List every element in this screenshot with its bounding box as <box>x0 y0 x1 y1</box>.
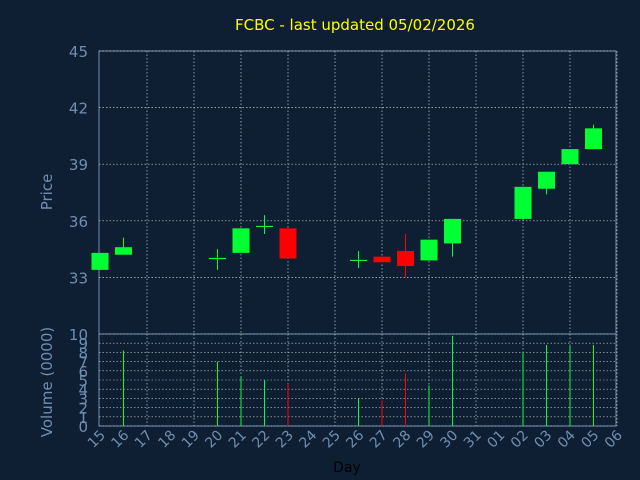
chart-title: FCBC - last updated 05/02/2026 <box>235 16 475 34</box>
price-tick-label: 42 <box>69 100 88 118</box>
volume-bars <box>123 335 594 426</box>
candle-body <box>91 252 109 270</box>
volume-tick-label: 6 <box>78 363 88 381</box>
candle-body <box>115 247 132 255</box>
candle-body <box>561 149 579 165</box>
candle-body <box>538 171 555 189</box>
candle-body <box>397 250 414 267</box>
x-tick-labels: 15 16 17 18 19 20 21 22 23 24 25 26 27 28 29 30 31 01 02 03… <box>85 427 626 451</box>
price-tick-label: 36 <box>69 213 88 231</box>
price-plot-area <box>98 50 617 335</box>
price-tick-label: 33 <box>69 269 88 287</box>
volume-axis-label: Volume (0000) <box>38 327 56 437</box>
price-axis-label: Price <box>38 174 56 211</box>
candle-body <box>420 239 438 261</box>
candle-body <box>373 256 391 263</box>
candle-body <box>585 128 602 150</box>
volume-tick-label: 3 <box>78 390 88 408</box>
price-tick-labels: 33 36 39 42 45 <box>69 43 88 287</box>
volume-tick-label: 1 <box>78 409 88 427</box>
candles <box>91 124 602 278</box>
volume-tick-label: 4 <box>78 381 88 399</box>
price-tick-label: 45 <box>69 43 88 61</box>
volume-grid <box>99 333 618 427</box>
volume-tick-label: 5 <box>78 372 88 390</box>
volume-tick-label: 2 <box>78 400 88 418</box>
volume-tick-label: 0 <box>78 418 88 436</box>
candle-body <box>279 228 297 259</box>
volume-tick-label: 7 <box>78 354 88 372</box>
price-panel: 33 36 39 42 45 <box>69 43 618 335</box>
volume-tick-label: 8 <box>78 344 88 362</box>
candle-body <box>514 186 532 219</box>
price-grid <box>99 50 618 334</box>
x-axis-label: Day <box>333 460 361 476</box>
volume-tick-label: 10 <box>69 326 88 344</box>
price-tick-label: 39 <box>69 156 88 174</box>
candle-body <box>444 218 461 244</box>
volume-tick-label: 9 <box>78 335 88 353</box>
candle-body <box>232 228 250 253</box>
